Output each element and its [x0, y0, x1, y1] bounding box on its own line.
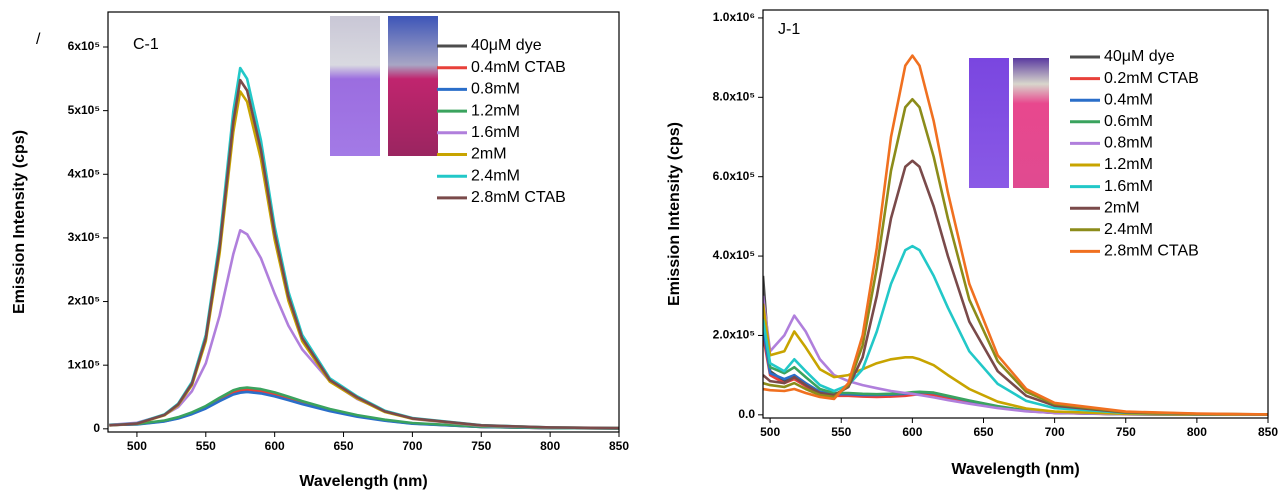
series-line	[763, 98, 1268, 416]
legend-label: 0.8mM	[471, 81, 520, 98]
y-tick-label: 8.0x10⁵	[713, 89, 755, 103]
x-tick-label: 800	[540, 439, 560, 453]
y-axis-title: Emission Intensity (cps)	[666, 122, 683, 306]
y-tick-label: 0	[93, 421, 100, 435]
legend-label: 40μM dye	[1104, 48, 1175, 65]
legend-label: 1.2mM	[471, 102, 520, 119]
legend-label: 2.4mM	[471, 167, 520, 184]
x-tick-label: 800	[1187, 425, 1207, 439]
series-line	[763, 315, 1268, 416]
x-tick-label: 850	[609, 439, 629, 453]
y-tick-label: 2.0x10⁵	[713, 328, 755, 342]
legend-label: 40μM dye	[471, 37, 542, 54]
x-tick-label: 700	[1045, 425, 1065, 439]
x-tick-label: 650	[973, 425, 993, 439]
legend-label: 1.2mM	[1104, 156, 1153, 173]
x-axis-title: Wavelength (nm)	[299, 473, 427, 490]
x-tick-label: 750	[471, 439, 491, 453]
y-tick-label: 0.0	[738, 407, 755, 421]
series-line	[109, 229, 619, 430]
y-tick-label: 5x10⁵	[68, 103, 100, 117]
x-tick-label: 500	[127, 439, 147, 453]
x-tick-label: 550	[196, 439, 216, 453]
legend-label: 1.6mM	[1104, 178, 1153, 195]
y-tick-label: 4x10⁵	[68, 166, 100, 180]
plot-frame	[762, 9, 1269, 419]
series-line	[763, 244, 1268, 416]
legend-label: 2mM	[471, 146, 507, 163]
y-tick-label: 2x10⁵	[68, 294, 100, 308]
series-line	[763, 303, 1268, 416]
legend-label: 0.4mM	[1104, 91, 1153, 108]
legend-label: 2.4mM	[1104, 221, 1153, 238]
plot-frame	[107, 11, 620, 433]
legend-label: 2.8mM CTAB	[471, 189, 566, 206]
y-tick-label: 6x10⁵	[68, 39, 100, 53]
panel-label: C-1	[133, 36, 159, 53]
y-tick-label: 6.0x10⁵	[713, 169, 755, 183]
y-tick-label: 1x10⁵	[68, 357, 100, 371]
legend-label: 0.4mM CTAB	[471, 59, 566, 76]
legend-label: 1.6mM	[471, 124, 520, 141]
series-line	[109, 78, 619, 430]
series-line	[109, 386, 619, 430]
x-tick-label: 850	[1258, 425, 1278, 439]
panel-label: J-1	[778, 21, 800, 38]
y-tick-label: 3x10⁵	[68, 230, 100, 244]
series-line	[763, 54, 1268, 416]
x-tick-label: 600	[902, 425, 922, 439]
x-tick-label: 600	[265, 439, 285, 453]
series-line	[763, 327, 1268, 416]
legend-label: 0.8mM	[1104, 135, 1153, 152]
legend-label: 0.6mM	[1104, 113, 1153, 130]
series-line	[763, 295, 1268, 416]
legend-label: 0.2mM CTAB	[1104, 70, 1199, 87]
x-tick-label: 500	[760, 425, 780, 439]
annotation: /	[36, 31, 41, 48]
y-axis-title: Emission Intensity (cps)	[11, 130, 28, 314]
y-tick-label: 4.0x10⁵	[713, 248, 755, 262]
x-tick-label: 750	[1116, 425, 1136, 439]
legend-label: 2mM	[1104, 199, 1140, 216]
inset-photo	[330, 16, 1049, 188]
x-axis-title: Wavelength (nm)	[951, 461, 1079, 478]
series-line	[763, 159, 1268, 416]
legend-label: 2.8mM CTAB	[1104, 243, 1199, 260]
y-tick-label: 1.0x10⁶	[713, 10, 755, 24]
x-tick-label: 550	[831, 425, 851, 439]
x-tick-label: 650	[334, 439, 354, 453]
x-tick-label: 700	[402, 439, 422, 453]
